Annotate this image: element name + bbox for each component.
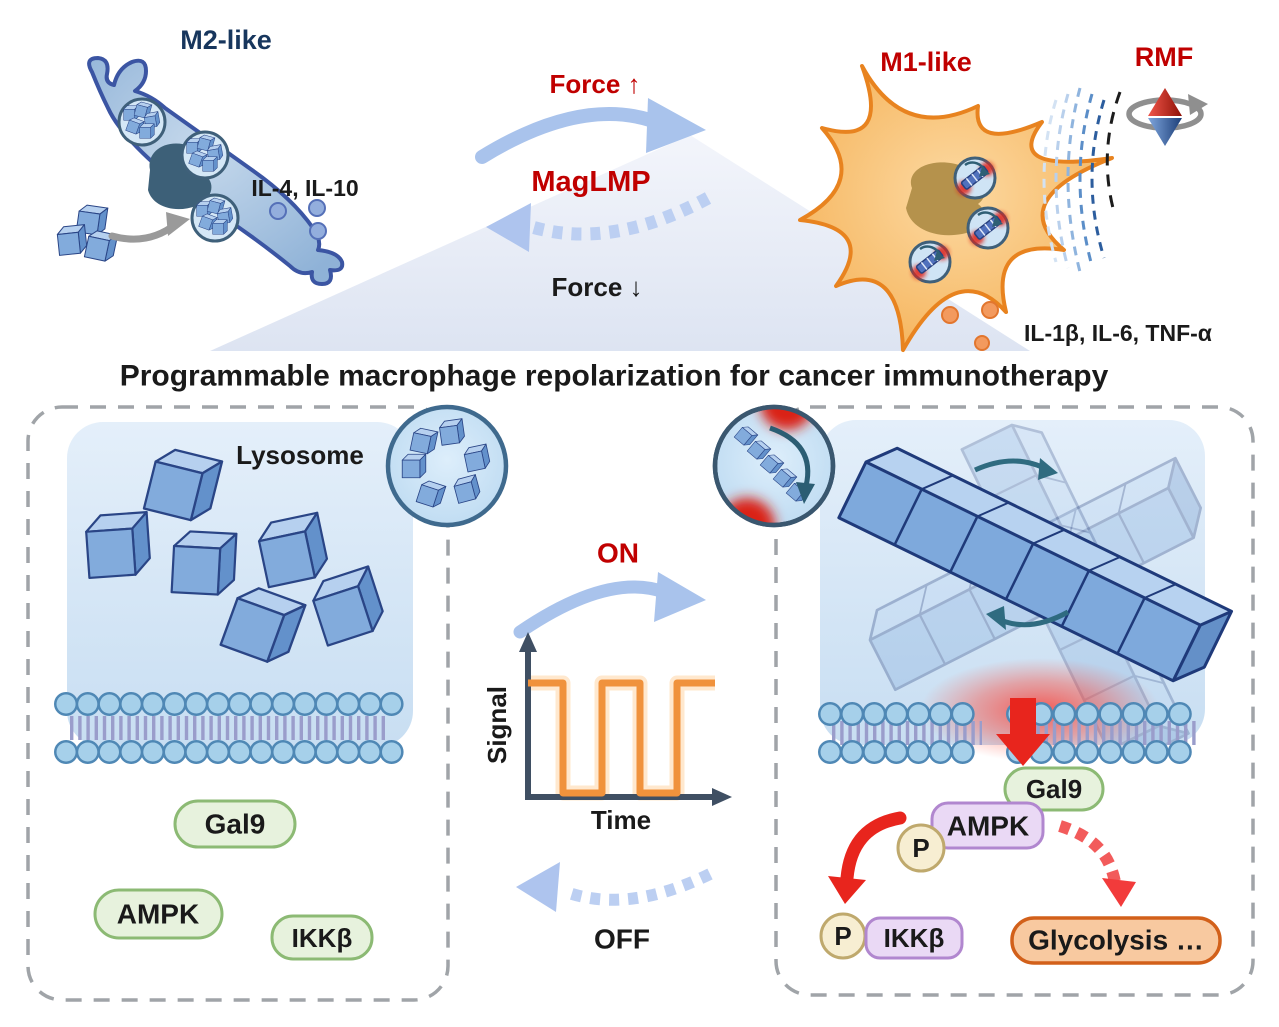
force-down-label: Force ↓ <box>551 272 642 302</box>
m2-macrophage <box>87 56 345 286</box>
magnet-spinner-icon <box>1126 88 1208 146</box>
off-label: OFF <box>594 924 650 955</box>
gal9-pill: Gal9 <box>173 799 297 849</box>
right-panel-border <box>774 405 1255 997</box>
phospho-circle-2: P <box>819 912 867 960</box>
m1-vesicle <box>955 158 995 198</box>
activation-arrow <box>828 811 907 904</box>
maglmp-label: MagLMP <box>531 166 650 198</box>
rmf-label: RMF <box>1135 42 1193 72</box>
m2-secreted-dots <box>269 199 327 240</box>
y-axis-arrowhead <box>519 632 537 652</box>
svg-text:AMPK: AMPK <box>947 811 1029 842</box>
force-up-label: Force ↑ <box>549 69 640 99</box>
off-arrow <box>516 862 713 912</box>
glycolysis-pill: Glycolysis … <box>1010 916 1222 965</box>
lysosome-label: Lysosome <box>236 440 364 470</box>
m2-cytokines-label: IL-4, IL-10 <box>251 175 358 201</box>
lysosome-inset-circle <box>385 404 509 528</box>
m1-vesicle <box>968 208 1008 248</box>
svg-text:IKKβ: IKKβ <box>884 923 945 953</box>
svg-text:Gal9: Gal9 <box>1026 774 1082 804</box>
membrane-gap-arrow <box>996 698 1050 766</box>
actuation-region <box>820 413 1234 770</box>
svg-text:AMPK: AMPK <box>117 899 199 930</box>
field-arcs <box>1042 87 1122 273</box>
signal-plot: Signal Time <box>482 632 732 835</box>
uptake-arrow <box>108 212 190 243</box>
signal-wave <box>528 679 715 797</box>
membrane-left <box>54 692 404 764</box>
m1-macrophage <box>798 64 1114 352</box>
x-axis-arrowhead <box>712 788 732 806</box>
ikkb-pill: IKKβ <box>270 914 374 961</box>
on-label: ON <box>597 538 639 569</box>
gal9-pill-right: Gal9 <box>1003 766 1105 812</box>
nanocubes-uptake <box>56 203 119 264</box>
svg-text:Gal9: Gal9 <box>205 809 266 840</box>
m1-secreted-dots <box>941 301 999 351</box>
m2-vesicle <box>192 195 238 241</box>
rotation-inset-circle <box>712 404 836 528</box>
m2-vesicle <box>119 99 165 145</box>
phospho-circle: P <box>896 823 946 873</box>
left-panel-border <box>26 405 450 1002</box>
m1-label: M1-like <box>880 47 972 77</box>
signal-wave-glow <box>528 675 715 801</box>
signal-label: Signal <box>482 686 512 764</box>
m2-label: M2-like <box>180 25 272 55</box>
svg-text:IKKβ: IKKβ <box>292 923 353 953</box>
m2-vesicle <box>182 132 228 178</box>
figure-title: Programmable macrophage repolarization f… <box>120 360 1109 393</box>
svg-text:Glycolysis …: Glycolysis … <box>1028 925 1204 956</box>
ampk-pill: AMPK <box>93 888 224 940</box>
rotation-arrow-bottom <box>986 606 1070 630</box>
reverse-dashed-arrow <box>486 192 712 252</box>
m1-cytokines-label: IL-1β, IL-6, TNF-α <box>1024 320 1212 346</box>
on-arrow <box>513 572 706 639</box>
ikkb-pill-right: IKKβ <box>864 916 964 960</box>
m1-vesicle <box>910 242 950 282</box>
time-label: Time <box>591 805 651 835</box>
glycolysis-dashed-arrow <box>1058 820 1136 907</box>
ampk-pill-right: AMPK <box>930 801 1045 850</box>
repolarization-triangle <box>210 135 1030 351</box>
membrane-right <box>818 702 1214 764</box>
lysosome-region: Lysosome <box>67 422 413 747</box>
svg-text:P: P <box>834 921 851 951</box>
forward-arrow <box>475 98 706 164</box>
rotation-arrow-top <box>973 458 1058 480</box>
svg-text:P: P <box>912 833 929 863</box>
